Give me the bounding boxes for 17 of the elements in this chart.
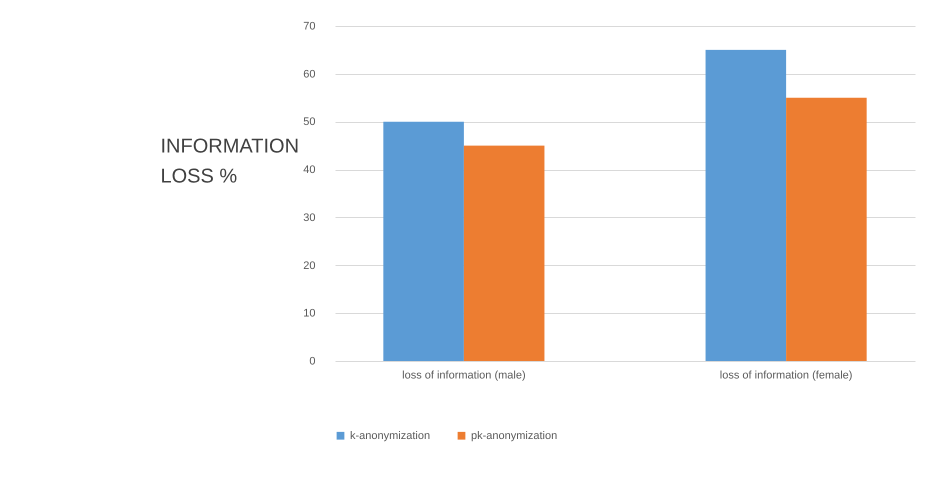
bar <box>383 122 464 361</box>
y-tick-label: 20 <box>303 260 316 272</box>
x-tick-label: loss of information (male) <box>402 370 526 382</box>
bar <box>464 146 544 361</box>
y-tick-label: 10 <box>303 308 316 320</box>
x-tick-label: loss of information (female) <box>720 370 852 382</box>
legend-label: k-anonymization <box>350 430 430 442</box>
y-tick-label: 40 <box>303 164 316 176</box>
y-axis-title: INFORMATION LOSS % <box>160 136 300 188</box>
y-tick-label: 50 <box>303 116 316 128</box>
y-tick-label: 70 <box>303 20 316 32</box>
legend-label: pk-anonymization <box>471 430 558 442</box>
y-tick-label: 30 <box>303 212 316 224</box>
bar <box>786 98 867 361</box>
bar <box>706 50 786 361</box>
y-tick-label: 0 <box>309 356 316 368</box>
y-tick-label: 60 <box>303 68 316 80</box>
